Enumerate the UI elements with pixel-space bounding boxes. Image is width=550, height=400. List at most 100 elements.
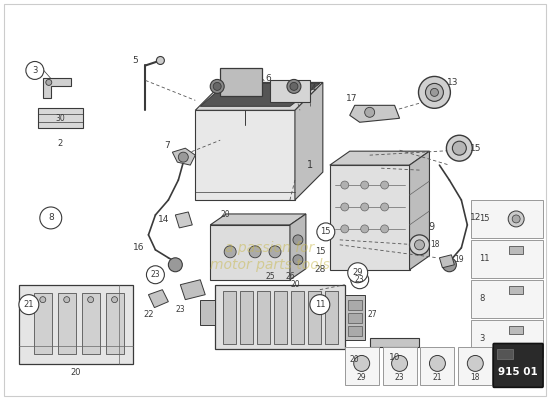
Circle shape bbox=[354, 356, 370, 372]
Text: 20: 20 bbox=[290, 280, 300, 289]
Polygon shape bbox=[330, 151, 430, 165]
Bar bbox=[421, 348, 454, 385]
Text: 28: 28 bbox=[314, 265, 326, 274]
Polygon shape bbox=[291, 291, 304, 344]
Text: 14: 14 bbox=[158, 216, 169, 224]
Text: 29: 29 bbox=[353, 268, 363, 277]
FancyBboxPatch shape bbox=[493, 344, 543, 387]
Circle shape bbox=[213, 82, 221, 90]
Circle shape bbox=[310, 295, 330, 315]
Circle shape bbox=[430, 356, 446, 372]
Circle shape bbox=[19, 295, 39, 315]
Bar bbox=[458, 348, 492, 385]
Circle shape bbox=[293, 255, 303, 265]
Text: 15: 15 bbox=[315, 247, 325, 256]
Polygon shape bbox=[410, 151, 430, 270]
Polygon shape bbox=[223, 291, 236, 344]
Text: 18: 18 bbox=[431, 240, 440, 249]
Polygon shape bbox=[240, 291, 253, 344]
Bar bbox=[509, 246, 523, 254]
Text: 13: 13 bbox=[447, 78, 458, 87]
Polygon shape bbox=[34, 293, 52, 354]
Circle shape bbox=[468, 356, 483, 372]
Polygon shape bbox=[200, 300, 215, 324]
Polygon shape bbox=[330, 165, 410, 270]
Bar bbox=[220, 68, 262, 96]
Polygon shape bbox=[497, 350, 513, 360]
Circle shape bbox=[287, 80, 301, 93]
Text: 3: 3 bbox=[479, 334, 485, 343]
Circle shape bbox=[415, 240, 425, 250]
Text: 915 01: 915 01 bbox=[498, 367, 538, 377]
Text: 26: 26 bbox=[285, 272, 295, 281]
Text: 23: 23 bbox=[151, 270, 160, 279]
Polygon shape bbox=[19, 285, 134, 364]
Polygon shape bbox=[348, 313, 362, 322]
Circle shape bbox=[447, 135, 472, 161]
Circle shape bbox=[317, 223, 335, 241]
Circle shape bbox=[426, 84, 443, 101]
Polygon shape bbox=[274, 291, 287, 344]
Polygon shape bbox=[43, 78, 71, 98]
Bar bbox=[345, 348, 378, 385]
Text: 23: 23 bbox=[175, 305, 185, 314]
Text: 20: 20 bbox=[350, 355, 360, 364]
Polygon shape bbox=[308, 291, 321, 344]
Circle shape bbox=[40, 297, 46, 303]
Text: 30: 30 bbox=[56, 114, 65, 123]
Circle shape bbox=[381, 225, 389, 233]
Text: 3: 3 bbox=[32, 66, 37, 75]
Polygon shape bbox=[348, 300, 362, 310]
Polygon shape bbox=[210, 214, 306, 225]
Polygon shape bbox=[148, 290, 168, 308]
Circle shape bbox=[431, 88, 438, 96]
Polygon shape bbox=[195, 82, 323, 110]
Polygon shape bbox=[295, 82, 323, 200]
Polygon shape bbox=[370, 338, 420, 348]
Circle shape bbox=[178, 152, 188, 162]
Text: 10: 10 bbox=[389, 353, 400, 362]
Bar bbox=[509, 286, 523, 294]
Bar bbox=[471, 240, 543, 278]
Text: 23: 23 bbox=[355, 275, 365, 284]
Polygon shape bbox=[38, 108, 82, 128]
Bar bbox=[471, 320, 543, 358]
Circle shape bbox=[249, 246, 261, 258]
Circle shape bbox=[64, 297, 70, 303]
Circle shape bbox=[442, 258, 456, 272]
Text: 22: 22 bbox=[143, 310, 153, 319]
Circle shape bbox=[168, 258, 182, 272]
Circle shape bbox=[46, 80, 52, 85]
Polygon shape bbox=[325, 291, 338, 344]
Text: 23: 23 bbox=[395, 373, 404, 382]
Text: 9: 9 bbox=[428, 222, 434, 232]
Circle shape bbox=[381, 181, 389, 189]
Circle shape bbox=[40, 207, 62, 229]
Circle shape bbox=[365, 107, 375, 117]
Circle shape bbox=[26, 62, 44, 80]
Text: motor parts tools: motor parts tools bbox=[210, 258, 330, 272]
Text: 2: 2 bbox=[57, 139, 62, 148]
Circle shape bbox=[146, 266, 164, 284]
Circle shape bbox=[351, 271, 369, 289]
Text: 15: 15 bbox=[321, 227, 331, 236]
Text: 11: 11 bbox=[479, 254, 490, 263]
Polygon shape bbox=[345, 295, 365, 340]
Polygon shape bbox=[290, 214, 306, 280]
Text: 5: 5 bbox=[133, 56, 139, 65]
Polygon shape bbox=[439, 255, 454, 268]
Text: 21: 21 bbox=[433, 373, 442, 382]
Polygon shape bbox=[180, 280, 205, 300]
Text: 16: 16 bbox=[133, 243, 144, 252]
Text: 4: 4 bbox=[311, 84, 317, 93]
Text: 15: 15 bbox=[470, 144, 481, 153]
Circle shape bbox=[392, 356, 408, 372]
Circle shape bbox=[341, 203, 349, 211]
Text: 1: 1 bbox=[307, 160, 313, 170]
Text: 7: 7 bbox=[164, 141, 170, 150]
Text: 25: 25 bbox=[265, 272, 275, 281]
Circle shape bbox=[419, 76, 450, 108]
Text: 6: 6 bbox=[265, 74, 271, 83]
Text: 8: 8 bbox=[479, 294, 485, 303]
Bar bbox=[383, 348, 416, 385]
